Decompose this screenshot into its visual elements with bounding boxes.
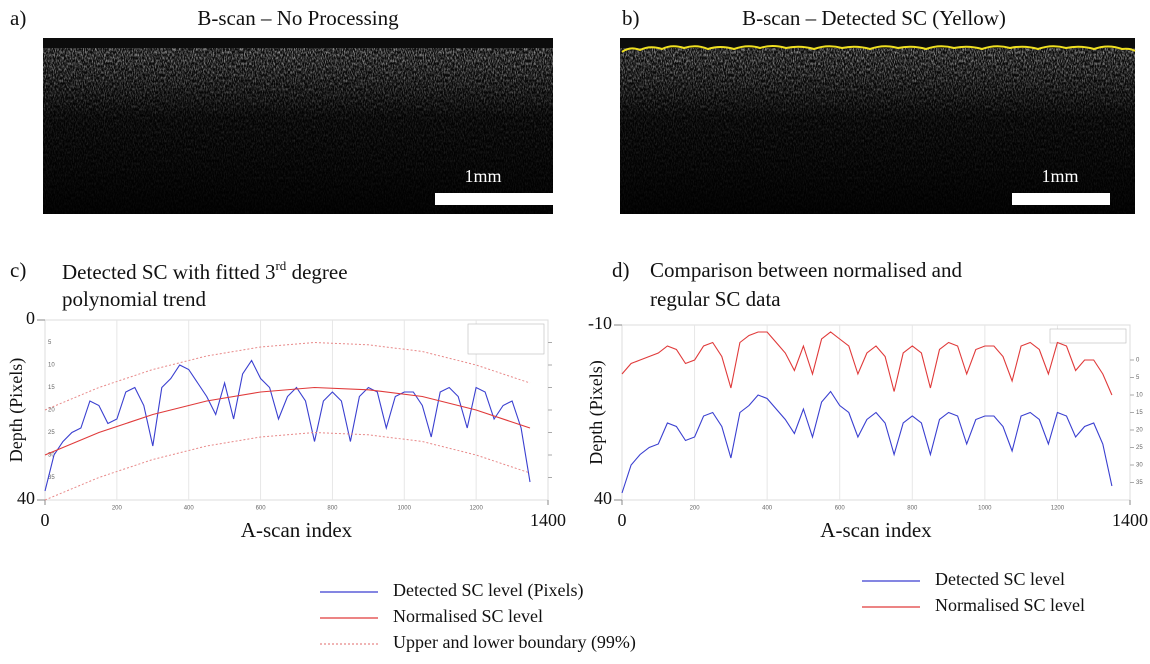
minor-y-tick-label: 35 xyxy=(1136,480,1143,486)
legend-label: Detected SC level (Pixels) xyxy=(393,580,583,601)
minor-x-tick-label: 1200 xyxy=(1051,506,1065,512)
bscan-b xyxy=(620,38,1136,214)
x-tick-label: 1400 xyxy=(1112,510,1148,530)
minor-x-tick-label: 800 xyxy=(907,506,918,512)
minor-x-tick-label: 800 xyxy=(327,506,338,512)
series-line xyxy=(44,359,531,492)
minor-x-tick-label: 600 xyxy=(835,506,846,512)
minor-x-tick-label: 1000 xyxy=(398,506,412,512)
title-sup: rd xyxy=(275,258,286,273)
series-line xyxy=(621,331,1113,396)
y-tick-label: -10 xyxy=(588,313,612,333)
chart-title: polynomial trend xyxy=(62,287,207,311)
minor-y-tick-label: 5 xyxy=(1136,375,1140,381)
legend-label: Normalised SC level xyxy=(935,595,1085,615)
legend-label: Detected SC level xyxy=(935,569,1065,589)
y-tick-label: 40 xyxy=(17,488,35,508)
minor-y-tick-label: 25 xyxy=(48,430,55,436)
x-tick-label: 0 xyxy=(41,510,50,530)
minor-x-tick-label: 200 xyxy=(690,506,701,512)
y-axis-label: Depth (Pixels) xyxy=(586,360,607,464)
y-axis-label: Depth (Pixels) xyxy=(6,358,27,462)
legend-label: Upper and lower boundary (99%) xyxy=(393,632,636,653)
bscan-a xyxy=(43,38,553,214)
minor-y-tick-label: 0 xyxy=(1136,358,1140,364)
title-text: degree xyxy=(286,260,347,284)
panel-label: b) xyxy=(622,6,640,30)
minor-y-tick-label: 5 xyxy=(48,340,52,346)
legend-label: Normalised SC level xyxy=(393,606,543,626)
inner-legend xyxy=(1049,328,1127,344)
x-tick-label: 1400 xyxy=(530,510,566,530)
minor-y-tick-label: 10 xyxy=(48,363,55,369)
minor-y-tick-label: 20 xyxy=(1136,428,1143,434)
minor-y-tick-label: 30 xyxy=(1136,463,1143,469)
minor-x-tick-label: 200 xyxy=(112,506,123,512)
panel-title: B-scan – No Processing xyxy=(197,6,399,30)
minor-x-tick-label: 400 xyxy=(762,506,773,512)
detected-sc-overlay xyxy=(621,45,1136,53)
y-tick-label: 0 xyxy=(26,308,35,328)
minor-y-tick-label: 35 xyxy=(48,475,55,481)
series-line xyxy=(621,390,1113,494)
panel-label: d) xyxy=(612,258,630,282)
minor-x-tick-label: 400 xyxy=(184,506,195,512)
x-axis-label: A-scan index xyxy=(820,518,932,542)
minor-y-tick-label: 25 xyxy=(1136,445,1143,451)
panel-label: c) xyxy=(10,258,26,282)
series-line xyxy=(44,341,531,411)
chart-title: Comparison between normalised and xyxy=(650,258,963,282)
series-line xyxy=(44,431,531,501)
scale-label: 1mm xyxy=(1041,166,1078,186)
minor-y-tick-label: 20 xyxy=(48,408,55,414)
minor-y-tick-label: 15 xyxy=(1136,410,1143,416)
panel-label: a) xyxy=(10,6,26,30)
x-axis-label: A-scan index xyxy=(241,518,353,542)
scale-label: 1mm xyxy=(464,166,501,186)
panel-title: B-scan – Detected SC (Yellow) xyxy=(742,6,1006,30)
minor-x-tick-label: 1000 xyxy=(978,506,992,512)
plot-area xyxy=(44,319,549,501)
minor-y-tick-label: 15 xyxy=(48,385,55,391)
chart-title: Detected SC with fitted 3rd degree xyxy=(62,258,348,284)
minor-x-tick-label: 600 xyxy=(256,506,267,512)
chart-title: regular SC data xyxy=(650,287,781,311)
minor-y-tick-label: 10 xyxy=(1136,393,1143,399)
x-tick-label: 0 xyxy=(618,510,627,530)
inner-legend xyxy=(467,323,545,355)
y-tick-label: 40 xyxy=(594,488,612,508)
series-line xyxy=(44,386,531,456)
minor-x-tick-label: 1200 xyxy=(469,506,483,512)
minor-y-tick-label: 30 xyxy=(48,453,55,459)
title-text: Detected SC with fitted 3 xyxy=(62,260,275,284)
